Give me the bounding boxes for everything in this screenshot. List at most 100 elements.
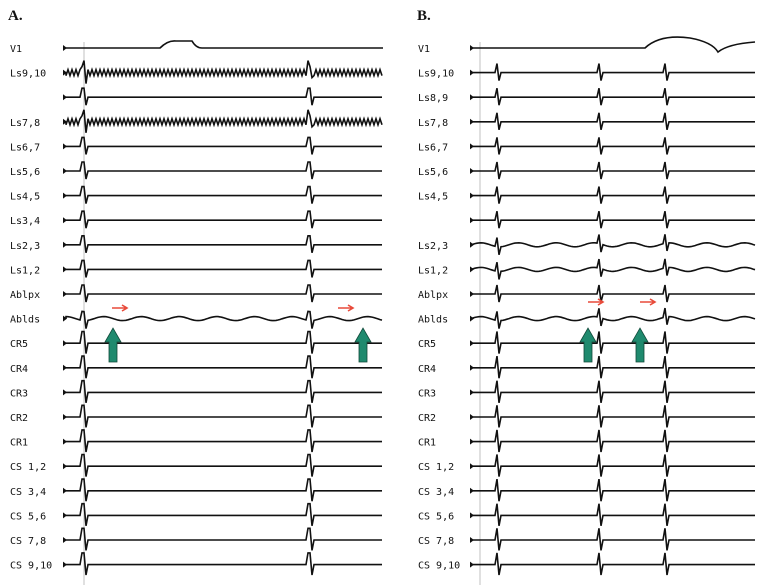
channel-marker-icon <box>470 94 474 101</box>
channel-marker-icon <box>63 414 67 420</box>
red-right-arrow-icon <box>112 304 129 312</box>
channel-label: CS 1,2 <box>418 462 454 473</box>
electrogram-trace <box>472 258 756 280</box>
channel-marker-icon <box>63 94 67 101</box>
channel-marker-icon <box>63 266 67 273</box>
channel-label: CR1 <box>418 438 436 449</box>
channel-label: Ablds <box>418 315 448 326</box>
channel-marker-icon <box>470 143 474 150</box>
channel-marker-icon <box>63 512 67 519</box>
channel-label: CR4 <box>418 364 436 375</box>
channel-label: Ls7,8 <box>418 118 448 129</box>
channel-marker-icon <box>470 45 474 51</box>
channel-marker-icon <box>63 217 67 224</box>
channel-marker-icon <box>470 364 474 371</box>
channel-label: CS 7,8 <box>10 536 46 547</box>
red-right-arrow-icon <box>588 298 605 306</box>
electrogram-trace <box>473 429 755 453</box>
channel-marker-icon <box>470 291 474 297</box>
channel-marker-icon <box>63 69 67 76</box>
electrogram-trace <box>473 284 755 303</box>
electrogram-trace <box>66 552 382 576</box>
channel-marker-icon <box>470 266 474 273</box>
electrogram-trace <box>66 478 382 502</box>
electrogram-trace <box>473 503 755 526</box>
channel-label: Ls7,8 <box>10 118 40 129</box>
channel-label: Ls6,7 <box>418 142 448 153</box>
channel-label: CR2 <box>10 413 28 424</box>
electrogram-trace <box>473 112 755 130</box>
electrogram-trace <box>473 161 755 180</box>
channel-marker-icon <box>63 192 67 199</box>
channel-label: Ls6,7 <box>10 142 40 153</box>
red-right-arrow-icon <box>640 298 657 306</box>
electrogram-trace <box>66 330 382 354</box>
channel-label: CS 3,4 <box>10 487 46 498</box>
channel-marker-icon <box>63 561 67 568</box>
channel-marker-icon <box>470 438 474 445</box>
channel-label: CR3 <box>418 388 436 399</box>
channel-marker-icon <box>470 168 474 174</box>
electrogram-trace <box>473 478 755 502</box>
electrogram-trace <box>66 453 382 477</box>
electrogram-trace <box>66 210 382 229</box>
panel-a-label: A. <box>8 8 23 24</box>
channel-marker-icon <box>470 340 474 347</box>
channel-label: CS 9,10 <box>10 561 52 572</box>
channel-marker-icon <box>470 537 474 543</box>
channel-label: Ls5,6 <box>10 167 40 178</box>
channel-label: CR1 <box>10 438 28 449</box>
channel-label: Ablds <box>10 315 40 326</box>
electrogram-trace <box>66 40 383 49</box>
channel-marker-icon <box>470 118 474 125</box>
annotation-markers <box>104 298 657 363</box>
green-up-arrow-icon <box>104 327 122 363</box>
panel-b-label: B. <box>417 8 431 24</box>
channel-marker-icon <box>470 487 474 494</box>
channel-marker-icon <box>63 537 67 543</box>
panel-b: V1 Ls9,10 Ls8,9 Ls7,8 Ls6,7 Ls5,6 Ls4,5 Ls2,3 Ls… <box>418 36 756 585</box>
electrogram-trace <box>65 60 383 84</box>
electrogram-trace <box>472 307 756 329</box>
electrogram-trace <box>66 379 382 403</box>
channel-label: V1 <box>418 44 430 55</box>
channel-marker-icon <box>63 241 67 248</box>
electrogram-trace <box>66 161 382 180</box>
electrogram-trace <box>473 380 755 403</box>
channel-label: Ablpx <box>418 290 448 301</box>
channel-label: V1 <box>10 44 22 55</box>
channel-label: CS 9,10 <box>418 561 460 572</box>
electrogram-trace <box>65 310 383 329</box>
channel-marker-icon <box>470 192 474 199</box>
green-up-arrow-icon <box>354 327 372 363</box>
electrogram-trace <box>473 528 755 551</box>
electrogram-trace <box>473 211 755 229</box>
channel-marker-icon <box>63 168 67 174</box>
channel-label: Ls8,9 <box>418 93 448 104</box>
channel-marker-icon <box>63 487 67 494</box>
channel-marker-icon <box>63 315 67 322</box>
channel-marker-icon <box>470 217 474 224</box>
electrogram-trace <box>66 429 382 453</box>
channel-label: Ls2,3 <box>10 241 40 252</box>
electrogram-trace <box>473 552 755 576</box>
channel-marker-icon <box>63 143 67 150</box>
channel-label: CS 3,4 <box>418 487 454 498</box>
channel-label: CS 7,8 <box>418 536 454 547</box>
electrogram-trace <box>66 235 382 253</box>
channel-label: CR4 <box>10 364 28 375</box>
channel-label: CR2 <box>418 413 436 424</box>
channel-marker-icon <box>470 69 474 76</box>
channel-marker-icon <box>470 463 474 470</box>
electrogram-trace <box>473 355 755 379</box>
channel-marker-icon <box>63 45 67 51</box>
channel-marker-icon <box>63 438 67 445</box>
channel-label: Ls4,5 <box>418 192 448 203</box>
channel-marker-icon <box>470 512 474 519</box>
channel-label: Ls9,10 <box>418 69 454 80</box>
electrogram-trace <box>473 454 755 477</box>
channel-label: Ls9,10 <box>10 69 46 80</box>
channel-label: Ls1,2 <box>418 265 448 276</box>
electrogram-trace <box>66 136 382 155</box>
